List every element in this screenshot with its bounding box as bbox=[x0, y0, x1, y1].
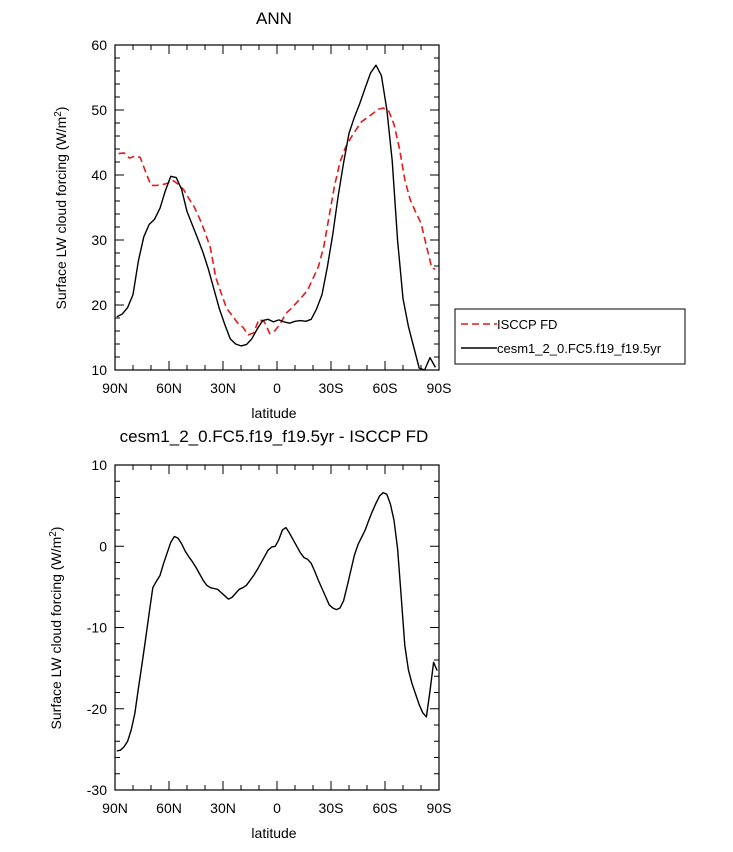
bottom-y-axis-title-sup: 2 bbox=[48, 531, 59, 537]
top-series-layer bbox=[116, 64, 437, 370]
bottom-y-axis-title-main: Surface LW cloud forcing (W/m bbox=[48, 537, 64, 730]
bottom-plot-frame bbox=[114, 464, 440, 791]
top-y-axis-title: Surface LW cloud forcing (W/m2) bbox=[53, 107, 69, 310]
top-plot-title: ANN bbox=[256, 9, 292, 28]
bottom-x-axis-title: latitude bbox=[251, 825, 296, 841]
bottom-x-tick-label: 0 bbox=[273, 800, 281, 816]
top-x-tick-label: 90S bbox=[427, 380, 452, 396]
top-y-tick-label: 40 bbox=[91, 167, 107, 183]
bottom-x-tick-label: 30S bbox=[319, 800, 344, 816]
bottom-y-tick-label: -10 bbox=[87, 620, 107, 636]
legend-box bbox=[454, 308, 686, 365]
top-ticks-layer: 90N 60N 30N 0 30S 60S 90S 10 20 30 40 50 60 bbox=[91, 37, 451, 396]
top-y-tick-label: 30 bbox=[91, 232, 107, 248]
top-series-line-0 bbox=[118, 107, 436, 336]
top-y-axis-title-tail: ) bbox=[53, 107, 69, 112]
bottom-y-tick-label: -20 bbox=[87, 701, 107, 717]
top-y-tick-label: 10 bbox=[91, 362, 107, 378]
bottom-x-tick-label: 60N bbox=[156, 800, 182, 816]
top-y-axis-title-main: Surface LW cloud forcing (W/m bbox=[53, 117, 69, 310]
top-x-tick-label: 90N bbox=[102, 380, 128, 396]
top-y-tick-label: 60 bbox=[91, 37, 107, 53]
top-x-axis-title: latitude bbox=[251, 405, 296, 421]
bottom-y-tick-label: 10 bbox=[91, 457, 107, 473]
legend-label-cesm: cesm1_2_0.FC5.f19_f19.5yr bbox=[497, 341, 662, 356]
legend: ISCCP FD cesm1_2_0.FC5.f19_f19.5yr bbox=[454, 308, 686, 365]
top-x-tick-label: 30N bbox=[210, 380, 236, 396]
bottom-series-layer bbox=[116, 491, 438, 752]
bottom-panel: cesm1_2_0.FC5.f19_f19.5yr - ISCCP FD 90N… bbox=[48, 427, 451, 841]
top-x-tick-label: 60S bbox=[373, 380, 398, 396]
bottom-x-tick-label: 90S bbox=[427, 800, 452, 816]
top-x-tick-label: 60N bbox=[156, 380, 182, 396]
top-series-line-1 bbox=[116, 64, 437, 370]
top-y-tick-label: 50 bbox=[91, 102, 107, 118]
bottom-ticks-layer: 90N 60N 30N 0 30S 60S 90S 10 0 -10 -20 -30 bbox=[87, 457, 452, 816]
bottom-x-tick-label: 90N bbox=[102, 800, 128, 816]
bottom-y-axis-title: Surface LW cloud forcing (W/m2) bbox=[48, 527, 64, 730]
top-y-tick-label: 20 bbox=[91, 297, 107, 313]
top-x-tick-label: 0 bbox=[273, 380, 281, 396]
bottom-x-tick-label: 60S bbox=[373, 800, 398, 816]
top-x-tick-label: 30S bbox=[319, 380, 344, 396]
bottom-plot-title: cesm1_2_0.FC5.f19_f19.5yr - ISCCP FD bbox=[120, 427, 429, 446]
bottom-y-tick-label: 0 bbox=[99, 538, 107, 554]
top-panel: ANN 90N 60N 30N 0 30S 60S 90S 10 20 30 40 50 60 lati… bbox=[53, 9, 686, 421]
bottom-y-tick-label: -30 bbox=[87, 782, 107, 798]
bottom-series-line-0 bbox=[116, 491, 438, 752]
top-y-axis-title-sup: 2 bbox=[53, 111, 64, 117]
bottom-y-axis-title-tail: ) bbox=[48, 527, 64, 532]
bottom-x-tick-label: 30N bbox=[210, 800, 236, 816]
legend-label-isccp: ISCCP FD bbox=[497, 317, 557, 332]
